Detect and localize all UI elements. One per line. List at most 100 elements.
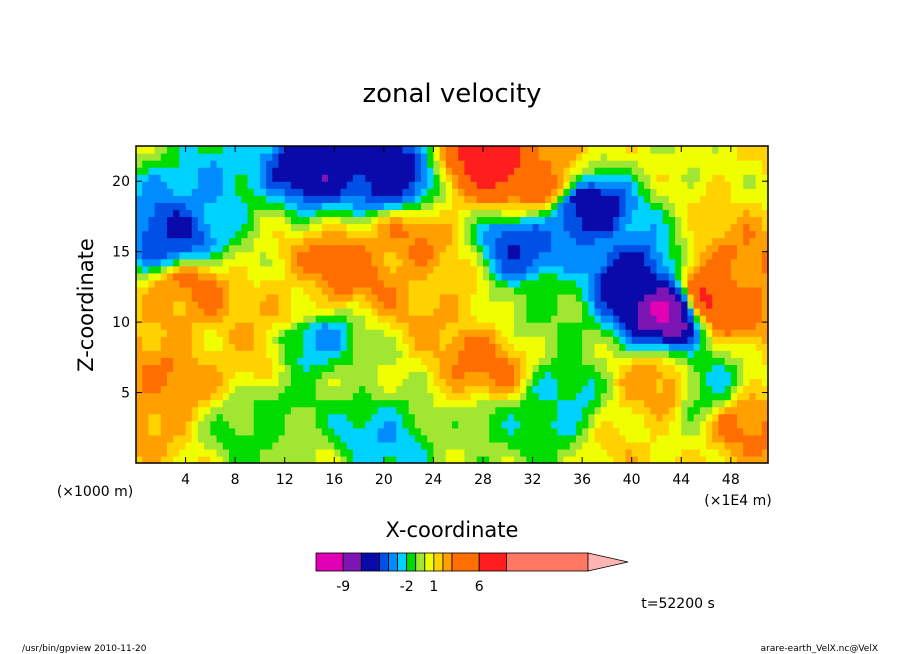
heatmap-cell	[402, 364, 410, 373]
heatmap-cell	[247, 293, 255, 302]
heatmap-cell	[253, 300, 261, 309]
heatmap-cell	[439, 223, 447, 232]
heatmap-cell	[681, 329, 689, 337]
heatmap-cell	[266, 279, 273, 288]
heatmap-cell	[303, 174, 311, 182]
heatmap-cell	[532, 357, 540, 365]
heatmap-cell	[489, 350, 496, 358]
heatmap-cell	[204, 420, 211, 429]
heatmap-cell	[458, 385, 465, 394]
heatmap-cell	[427, 153, 435, 161]
heatmap-cell	[501, 160, 509, 168]
heatmap-cell	[359, 223, 366, 232]
heatmap-cell	[247, 230, 255, 239]
heatmap-cell	[166, 209, 174, 218]
heatmap-cell	[588, 329, 596, 337]
heatmap-cell	[365, 343, 373, 351]
heatmap-cell	[737, 272, 744, 281]
heatmap-cell	[482, 315, 490, 323]
heatmap-cell	[619, 357, 627, 365]
heatmap-cell	[458, 300, 465, 309]
heatmap-cell	[365, 420, 373, 429]
heatmap-cell	[526, 399, 534, 408]
heatmap-cell	[346, 258, 354, 267]
heatmap-cell	[222, 455, 230, 464]
heatmap-cell	[650, 160, 658, 168]
heatmap-cell	[427, 237, 435, 246]
heatmap-cell	[681, 406, 689, 415]
heatmap-cell	[222, 448, 230, 457]
heatmap-cell	[569, 188, 577, 196]
heatmap-cell	[383, 251, 391, 260]
heatmap-cell	[730, 420, 738, 429]
heatmap-cell	[142, 406, 149, 415]
heatmap-cell	[383, 209, 391, 218]
heatmap-cell	[421, 322, 428, 330]
heatmap-cell	[197, 385, 205, 394]
heatmap-cell	[699, 322, 707, 330]
heatmap-cell	[538, 202, 546, 210]
heatmap-cell	[433, 329, 441, 337]
heatmap-cell	[210, 181, 218, 189]
heatmap-cell	[154, 244, 162, 253]
x-tick-label: 36	[573, 472, 591, 488]
heatmap-cell	[297, 427, 304, 436]
heatmap-cell	[383, 308, 391, 316]
heatmap-cell	[272, 146, 280, 154]
heatmap-cell	[160, 174, 168, 182]
heatmap-cell	[266, 343, 273, 351]
heatmap-cell	[173, 308, 180, 316]
heatmap-cell	[464, 293, 472, 302]
heatmap-cell	[334, 286, 342, 295]
heatmap-cell	[538, 455, 546, 464]
heatmap-cell	[532, 181, 540, 189]
heatmap-cell	[253, 378, 261, 387]
heatmap-cell	[278, 195, 286, 203]
heatmap-cell	[204, 195, 211, 203]
heatmap-cell	[408, 146, 416, 154]
heatmap-cell	[259, 420, 267, 429]
heatmap-cell	[606, 420, 614, 429]
heatmap-cell	[743, 216, 751, 225]
heatmap-cell	[594, 216, 602, 225]
heatmap-cell	[445, 308, 453, 316]
heatmap-cell	[321, 251, 329, 260]
heatmap-cell	[730, 195, 738, 203]
heatmap-cell	[625, 174, 633, 182]
heatmap-cell	[538, 181, 546, 189]
heatmap-cell	[309, 223, 317, 232]
heatmap-cell	[470, 293, 478, 302]
heatmap-cell	[390, 300, 397, 309]
heatmap-cell	[259, 244, 267, 253]
heatmap-cell	[755, 343, 763, 351]
heatmap-cell	[359, 336, 366, 344]
heatmap-cell	[390, 343, 397, 351]
heatmap-cell	[210, 378, 218, 387]
heatmap-cell	[662, 230, 670, 239]
heatmap-cell	[613, 146, 620, 154]
heatmap-cell	[470, 392, 478, 401]
heatmap-cell	[321, 329, 329, 337]
heatmap-cell	[563, 265, 571, 274]
heatmap-cell	[458, 420, 465, 429]
heatmap-cell	[464, 336, 472, 344]
heatmap-cell	[662, 293, 670, 302]
heatmap-cell	[253, 441, 261, 450]
heatmap-cell	[284, 195, 292, 203]
heatmap-cell	[495, 202, 503, 210]
heatmap-cell	[433, 336, 441, 344]
heatmap-cell	[743, 153, 751, 161]
heatmap-cell	[352, 167, 360, 175]
heatmap-cell	[136, 251, 143, 260]
heatmap-cell	[470, 399, 478, 408]
heatmap-cell	[712, 230, 720, 239]
heatmap-cell	[166, 322, 174, 330]
heatmap-cell	[712, 336, 720, 344]
heatmap-cell	[743, 406, 751, 415]
heatmap-cell	[569, 209, 577, 218]
heatmap-cell	[290, 413, 298, 422]
heatmap-cell	[644, 251, 651, 260]
heatmap-cell	[520, 392, 527, 401]
heatmap-cell	[290, 441, 298, 450]
heatmap-cell	[352, 399, 360, 408]
